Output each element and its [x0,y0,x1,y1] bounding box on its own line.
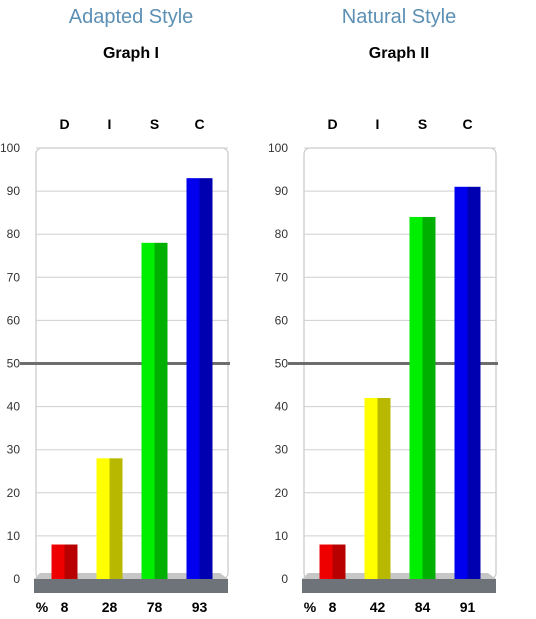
floor-base [302,579,496,593]
category-label: D [59,116,69,132]
y-tick-label: 20 [7,486,21,500]
adapted-style-panel: Adapted Style Graph I 0 10 20 30 40 50 60 70 80 9… [0,6,230,615]
y-tick-label: 40 [7,400,21,414]
disc-bar-chart: 0 10 20 30 40 50 60 70 80 90 100 D 8 I 42 S 84 C 91% [268,116,498,615]
floor-base [34,579,228,593]
bar-d-dark [332,544,346,579]
value-label: 8 [61,599,69,615]
style-heading: Adapted Style [68,6,194,28]
category-label: C [462,116,472,132]
y-tick-label: 50 [7,357,21,371]
value-label: 84 [415,599,431,615]
value-label: 91 [460,599,476,615]
percent-label: % [304,599,317,615]
bar-c-light [454,186,468,580]
category-label: D [327,116,337,132]
y-tick-label: 0 [281,572,288,586]
floor-top [34,573,228,579]
y-tick-label: 50 [275,357,289,371]
value-label: 28 [102,599,118,615]
floor-top [302,573,496,579]
bar-s-light [409,216,423,579]
bar-s-dark [154,242,168,579]
value-label: 8 [329,599,337,615]
category-label: S [418,116,427,132]
bar-d-light [319,544,333,579]
natural-style-panel: Natural Style Graph II 0 10 20 30 40 50 60 70 80… [268,0,536,619]
style-heading: Natural Style [341,6,457,28]
y-tick-label: 60 [275,313,289,327]
bar-i-dark [109,458,123,579]
y-tick-label: 10 [275,529,289,543]
category-label: I [376,116,380,132]
y-tick-label: 70 [275,270,289,284]
bar-s-dark [422,216,436,579]
bar-c-light [186,178,200,580]
y-tick-label: 90 [7,184,21,198]
bar-s-light [141,242,155,579]
bar-c-dark [467,186,481,580]
bar-c-dark [199,178,213,580]
y-tick-label: 60 [7,313,21,327]
y-tick-label: 80 [275,227,289,241]
category-label: S [150,116,159,132]
bar-i-light [364,397,378,579]
disc-bar-chart: 0 10 20 30 40 50 60 70 80 90 100 D 8 I 28 S 78 C 93% [0,116,230,615]
value-label: 78 [147,599,163,615]
y-tick-label: 30 [275,443,289,457]
y-tick-label: 100 [268,141,288,155]
bar-i-dark [377,397,391,579]
y-tick-label: 40 [275,400,289,414]
y-tick-label: 80 [7,227,21,241]
bar-d-light [51,544,65,579]
y-tick-label: 0 [13,572,20,586]
graph-title: Graph I [102,45,159,62]
percent-label: % [36,599,49,615]
y-tick-label: 30 [7,443,21,457]
y-tick-label: 10 [7,529,21,543]
value-label: 93 [192,599,208,615]
category-label: I [108,116,112,132]
value-label: 42 [370,599,386,615]
bar-i-light [96,458,110,579]
graph-title: Graph II [368,45,430,62]
y-tick-label: 20 [275,486,289,500]
y-tick-label: 100 [0,141,20,155]
y-tick-label: 70 [7,270,21,284]
y-tick-label: 90 [275,184,289,198]
category-label: C [194,116,204,132]
bar-d-dark [64,544,78,579]
